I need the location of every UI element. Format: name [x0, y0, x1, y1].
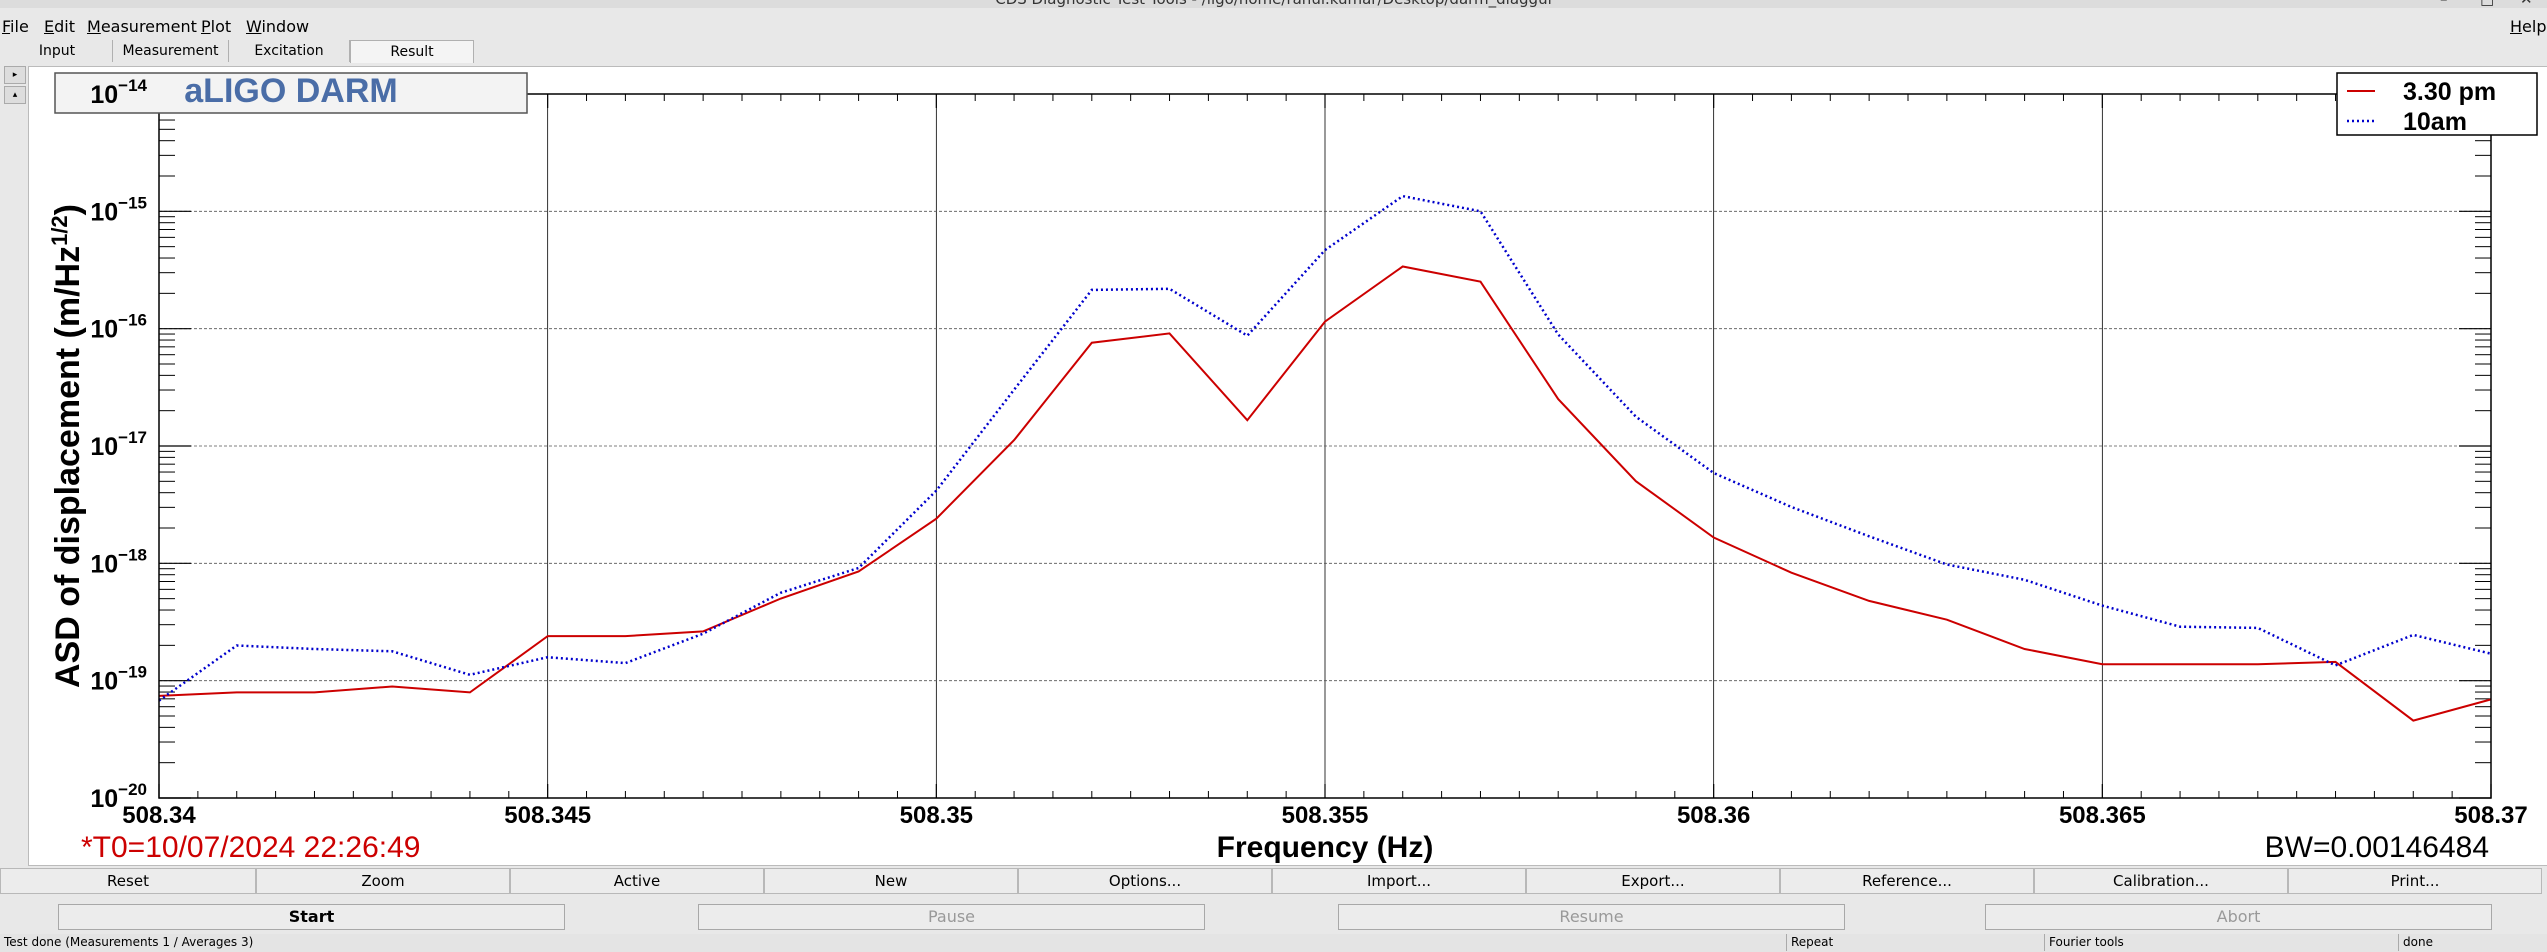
zoom-button[interactable]: Zoom — [256, 868, 510, 894]
y-tick-label: 10−14 — [90, 76, 147, 109]
tab-measurement[interactable]: Measurement — [113, 40, 229, 62]
tab-result[interactable]: Result — [350, 40, 474, 63]
plot-controls-row: Reset Zoom Active New Options... Import.… — [0, 868, 2547, 894]
x-tick-label: 508.36 — [1677, 802, 1750, 829]
y-tick-label: 10−16 — [90, 311, 147, 344]
menu-measurement[interactable]: Measurement — [87, 17, 197, 36]
active-button[interactable]: Active — [510, 868, 764, 894]
menu-window[interactable]: Window — [246, 17, 310, 36]
window-titlebar: CDS Diagnostic Test Tools - /ligo/home/r… — [0, 0, 2547, 8]
series-line-3-30pm — [158, 265, 2492, 722]
minimize-icon[interactable]: – — [2440, 0, 2448, 8]
menu-bar: File Edit Measurement Plot Window Help — [0, 15, 2547, 37]
plot-frame — [158, 93, 2492, 799]
reset-button[interactable]: Reset — [0, 868, 256, 894]
bandwidth-label: BW=0.00146484 — [2265, 831, 2489, 864]
export-button[interactable]: Export... — [1526, 868, 1780, 894]
panel-arrows: ▸ ▴ — [4, 66, 26, 106]
status-mode: Repeat — [1786, 934, 2041, 951]
legend-box — [2336, 72, 2538, 136]
plot-title: aLIGO DARM — [184, 72, 397, 110]
import-button[interactable]: Import... — [1272, 868, 1526, 894]
status-tool: Fourier tools — [2044, 934, 2399, 951]
legend: 3.30 pm 10am — [2336, 72, 2538, 136]
legend-label-3-30pm: 3.30 pm — [2403, 78, 2496, 106]
start-button[interactable]: Start — [58, 904, 565, 930]
y-tick-label: 10−19 — [90, 663, 147, 696]
abort-button[interactable]: Abort — [1985, 904, 2492, 930]
y-tick-label: 10−17 — [90, 428, 147, 461]
window-title: CDS Diagnostic Test Tools - /ligo/home/r… — [0, 0, 2547, 8]
options-button[interactable]: Options... — [1018, 868, 1272, 894]
maximize-icon[interactable]: □ — [2480, 0, 2494, 8]
collapse-arrow-icon[interactable]: ▴ — [4, 86, 26, 104]
y-tick-label: 10−18 — [90, 545, 147, 578]
menu-help[interactable]: Help — [2510, 17, 2547, 36]
plot-title-box — [54, 72, 528, 114]
close-icon[interactable]: ✕ — [2520, 0, 2533, 8]
status-message: Test done (Measurements 1 / Averages 3) — [4, 935, 254, 949]
plot-grid — [159, 94, 2491, 798]
print-button[interactable]: Print... — [2288, 868, 2542, 894]
tab-input[interactable]: Input — [2, 40, 113, 62]
series-line-10am — [158, 194, 2492, 702]
x-tick-label: 508.37 — [2454, 802, 2527, 829]
tab-bar: Input Measurement Excitation Result — [0, 40, 2547, 64]
y-tick-label: 10−15 — [90, 193, 147, 226]
t0-timestamp: *T0=10/07/2024 22:26:49 — [81, 831, 420, 864]
expand-arrow-icon[interactable]: ▸ — [4, 66, 26, 84]
new-button[interactable]: New — [764, 868, 1018, 894]
plot-series — [158, 194, 2492, 722]
menu-edit[interactable]: Edit — [44, 17, 75, 36]
status-state: done — [2398, 934, 2543, 951]
pause-button[interactable]: Pause — [698, 904, 1205, 930]
x-axis-label: Frequency (Hz) — [1217, 831, 1434, 864]
legend-label-10am: 10am — [2403, 108, 2467, 136]
plot-canvas[interactable]: aLIGO DARM 3.30 pm 10am ASD of displacem… — [29, 67, 2547, 865]
y-tick-label: 10−20 — [90, 780, 147, 813]
result-plot-panel: aLIGO DARM 3.30 pm 10am ASD of displacem… — [28, 66, 2547, 866]
x-tick-label: 508.34 — [122, 802, 196, 829]
x-tick-label: 508.345 — [504, 802, 591, 829]
x-tick-label: 508.355 — [1282, 802, 1369, 829]
calibration-button[interactable]: Calibration... — [2034, 868, 2288, 894]
reference-button[interactable]: Reference... — [1780, 868, 2034, 894]
menu-plot[interactable]: Plot — [201, 17, 232, 36]
menu-file[interactable]: File — [2, 17, 29, 36]
x-tick-label: 508.365 — [2059, 802, 2146, 829]
y-axis-label: ASD of displacement (m/Hz1/2) — [47, 204, 88, 688]
tab-excitation[interactable]: Excitation — [229, 40, 350, 62]
status-bar: Test done (Measurements 1 / Averages 3) … — [0, 934, 2547, 952]
resume-button[interactable]: Resume — [1338, 904, 1845, 930]
run-controls-row: Start Pause Resume Abort — [0, 904, 2547, 932]
x-tick-label: 508.35 — [900, 802, 973, 829]
